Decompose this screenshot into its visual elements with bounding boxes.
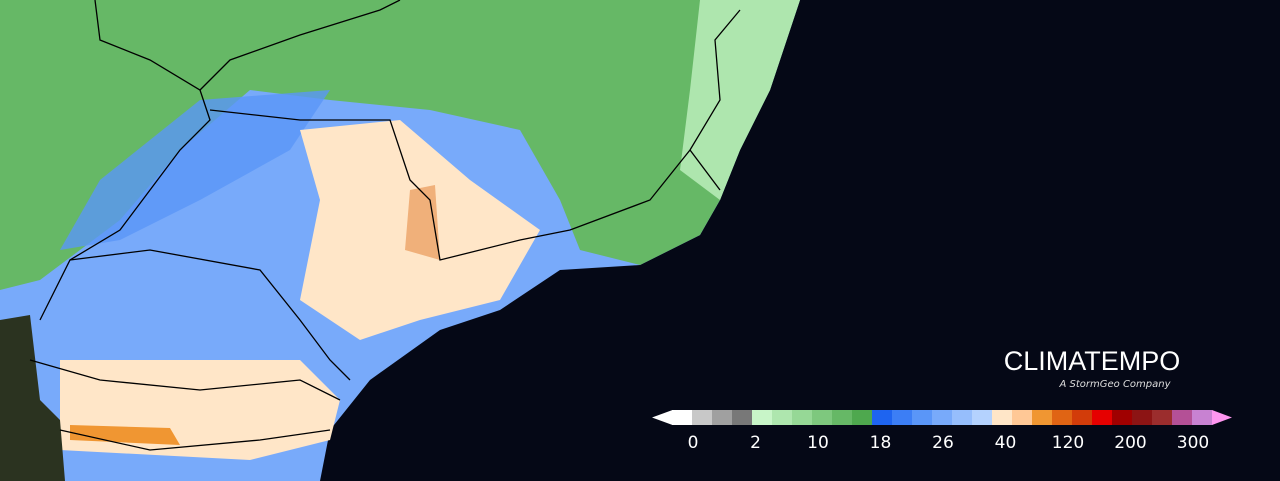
legend-arrow [652,410,673,425]
legend-swatch [772,410,793,425]
legend-swatch [992,410,1013,425]
legend-swatch [972,410,993,425]
orange-region [70,425,180,445]
legend-swatch [1032,410,1053,425]
green-region [0,0,800,290]
legend-swatch [912,410,933,425]
legend-swatch [692,410,713,425]
legend-swatch [1172,410,1193,425]
legend-swatch [1112,410,1133,425]
legend-swatch [1012,410,1033,425]
legend-swatch [1092,410,1113,425]
legend-arrow [1212,410,1232,425]
legend-swatch [932,410,953,425]
orange-region [405,185,440,260]
legend-swatch [832,410,853,425]
legend-swatch [1072,410,1093,425]
legend-swatch [952,410,973,425]
legend-label: 0 [688,433,699,453]
green-region [680,0,800,200]
legend-label: 200 [1114,433,1146,453]
legend-label: 40 [995,433,1017,453]
brand-name: CLIMATEMPO [1004,346,1181,376]
brand-tagline: A StormGeo Company [1058,379,1171,390]
legend-label: 18 [870,433,892,453]
legend-label: 120 [1052,433,1084,453]
borders [29,0,741,451]
legend-label: 26 [932,433,954,453]
legend-swatch [1132,410,1153,425]
legend-swatch [1192,410,1213,425]
legend-swatch [892,410,913,425]
legend-swatch [1052,410,1073,425]
legend-swatch [712,410,733,425]
legend-swatch [1152,410,1173,425]
legend-label: 10 [807,433,829,453]
legend-label: 2 [750,433,761,453]
legend-swatch [732,410,753,425]
legend-swatch [812,410,833,425]
legend-swatch [792,410,813,425]
land-outside [0,315,65,481]
blue-region [60,90,330,250]
legend-swatch [752,410,773,425]
legend: 0 2 10 18 26 40 120 200 300 [652,410,1232,453]
legend-swatch [852,410,873,425]
legend-swatch [672,410,693,425]
legend-label: 300 [1177,433,1209,453]
legend-swatch [872,410,893,425]
